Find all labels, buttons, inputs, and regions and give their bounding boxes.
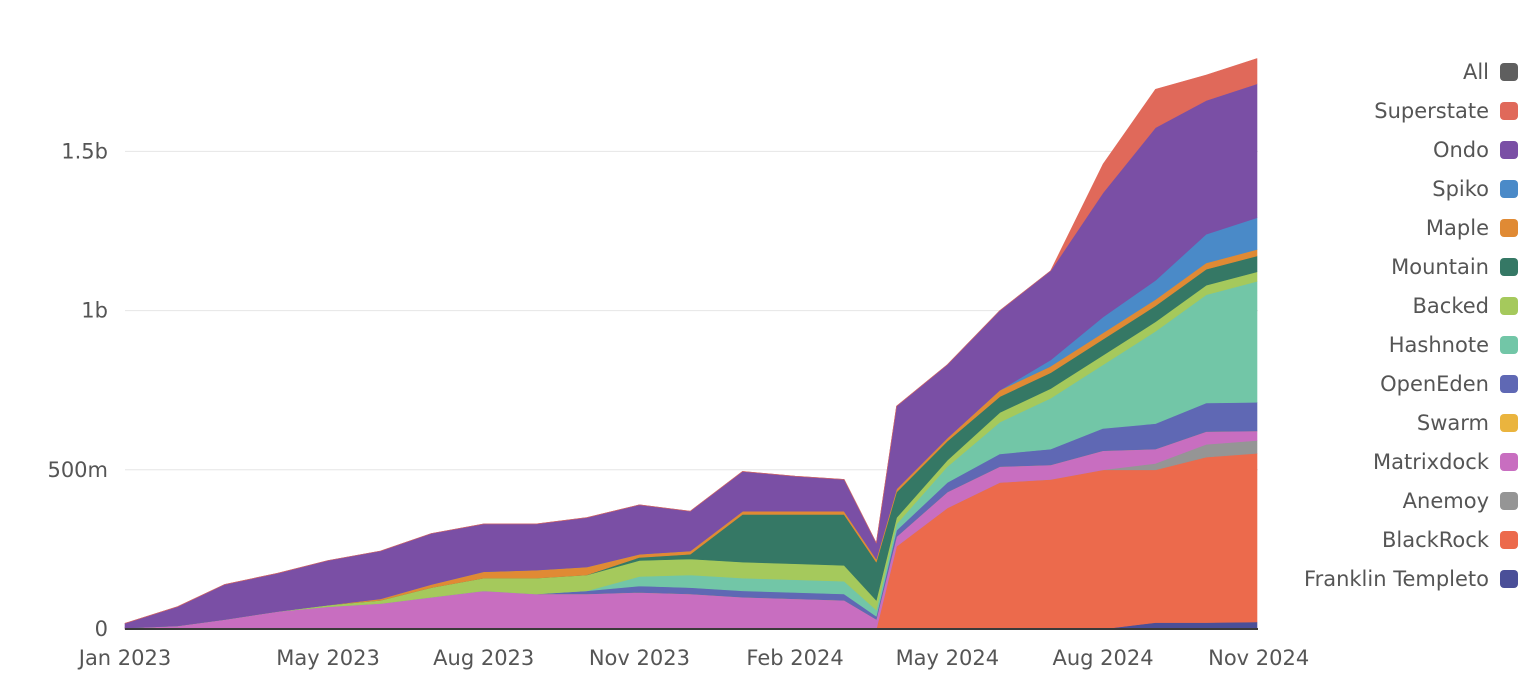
legend-swatch bbox=[1500, 219, 1518, 237]
legend-swatch bbox=[1500, 180, 1518, 198]
legend-swatch bbox=[1500, 375, 1518, 393]
legend-label: Superstate bbox=[1374, 99, 1489, 123]
legend-swatch bbox=[1500, 297, 1518, 315]
legend-label: Ondo bbox=[1433, 138, 1489, 162]
legend-swatch bbox=[1500, 336, 1518, 354]
legend-label: Backed bbox=[1413, 294, 1489, 318]
legend-swatch bbox=[1500, 63, 1518, 81]
legend-swatch bbox=[1500, 141, 1518, 159]
legend-item-all[interactable]: All bbox=[1463, 60, 1518, 84]
legend-item-backed[interactable]: Backed bbox=[1413, 294, 1518, 318]
legend-label: OpenEden bbox=[1380, 372, 1489, 396]
legend: All Superstate Ondo Spiko Maple Mountain Backe… bbox=[1304, 60, 1518, 591]
legend-swatch bbox=[1500, 258, 1518, 276]
y-tick-label: 500m bbox=[47, 458, 108, 482]
x-tick-label: Feb 2024 bbox=[746, 646, 843, 670]
legend-item-mountain[interactable]: Mountain bbox=[1391, 255, 1518, 279]
y-tick-label: 0 bbox=[95, 617, 108, 641]
legend-item-swarm[interactable]: Swarm bbox=[1417, 411, 1518, 435]
x-axis: Jan 2023 May 2023 Aug 2023 Nov 2023 Feb 2024… bbox=[77, 628, 1309, 670]
legend-item-ondo[interactable]: Ondo bbox=[1433, 138, 1518, 162]
x-tick-label: May 2023 bbox=[276, 646, 380, 670]
legend-item-openeden[interactable]: OpenEden bbox=[1380, 372, 1518, 396]
legend-label: All bbox=[1463, 60, 1489, 84]
legend-label: Franklin Templeto bbox=[1304, 567, 1489, 591]
x-tick-label: May 2024 bbox=[896, 646, 1000, 670]
legend-swatch bbox=[1500, 570, 1518, 588]
x-tick-label: Aug 2023 bbox=[433, 646, 534, 670]
y-axis: 0 500m 1b 1.5b bbox=[47, 139, 108, 641]
y-tick-label: 1.5b bbox=[61, 139, 108, 163]
x-tick-label: Nov 2024 bbox=[1208, 646, 1309, 670]
legend-swatch bbox=[1500, 492, 1518, 510]
legend-item-matrixdock[interactable]: Matrixdock bbox=[1373, 450, 1518, 474]
legend-label: Mountain bbox=[1391, 255, 1489, 279]
y-tick-label: 1b bbox=[81, 299, 108, 323]
legend-item-spiko[interactable]: Spiko bbox=[1432, 177, 1518, 201]
legend-label: Anemoy bbox=[1403, 489, 1489, 513]
legend-item-superstate[interactable]: Superstate bbox=[1374, 99, 1518, 123]
legend-item-maple[interactable]: Maple bbox=[1426, 216, 1518, 240]
legend-item-blackrock[interactable]: BlackRock bbox=[1382, 528, 1518, 552]
legend-label: Spiko bbox=[1432, 177, 1489, 201]
legend-label: Matrixdock bbox=[1373, 450, 1490, 474]
area-superstate bbox=[124, 58, 1258, 624]
legend-item-hashnote[interactable]: Hashnote bbox=[1389, 333, 1518, 357]
legend-swatch bbox=[1500, 414, 1518, 432]
legend-label: Maple bbox=[1426, 216, 1489, 240]
legend-label: BlackRock bbox=[1382, 528, 1490, 552]
series-areas bbox=[124, 58, 1258, 630]
legend-swatch bbox=[1500, 102, 1518, 120]
legend-item-franklin-templeto[interactable]: Franklin Templeto bbox=[1304, 567, 1518, 591]
legend-swatch bbox=[1500, 531, 1518, 549]
x-tick-label: Jan 2023 bbox=[77, 646, 172, 670]
legend-label: Hashnote bbox=[1389, 333, 1489, 357]
legend-swatch bbox=[1500, 453, 1518, 471]
x-tick-label: Nov 2023 bbox=[589, 646, 690, 670]
legend-item-anemoy[interactable]: Anemoy bbox=[1403, 489, 1518, 513]
legend-label: Swarm bbox=[1417, 411, 1489, 435]
x-tick-label: Aug 2024 bbox=[1052, 646, 1153, 670]
